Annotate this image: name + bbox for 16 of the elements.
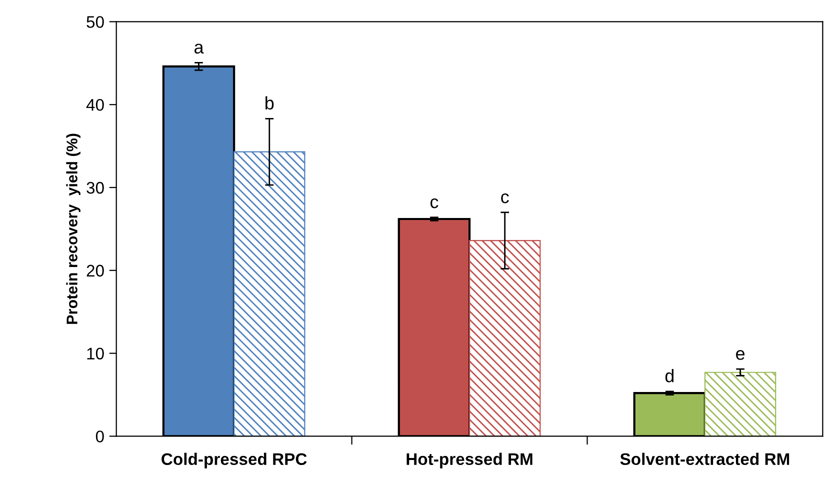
annotation: d: [665, 369, 674, 382]
y-axis-title: Protein recovery yield (%): [66, 134, 80, 324]
x-tick-label: Solvent-extracted RM: [620, 452, 790, 466]
annotation: c: [501, 193, 509, 204]
y-tick-label: 50: [86, 16, 104, 28]
x-tick-label: Hot-pressed RM: [406, 452, 532, 468]
y-tick-label: 10: [87, 348, 104, 360]
annotation: e: [736, 350, 744, 360]
annotation: b: [266, 96, 274, 110]
y-tick-label: 40: [86, 98, 104, 111]
y-tick-label: 0: [96, 430, 104, 442]
y-tick-label: 30: [86, 182, 104, 194]
y-tick-label: 20: [86, 264, 104, 277]
annotation: c: [430, 198, 438, 208]
annotation: a: [194, 44, 204, 54]
x-tick-label: Cold-pressed RPC: [162, 452, 307, 468]
